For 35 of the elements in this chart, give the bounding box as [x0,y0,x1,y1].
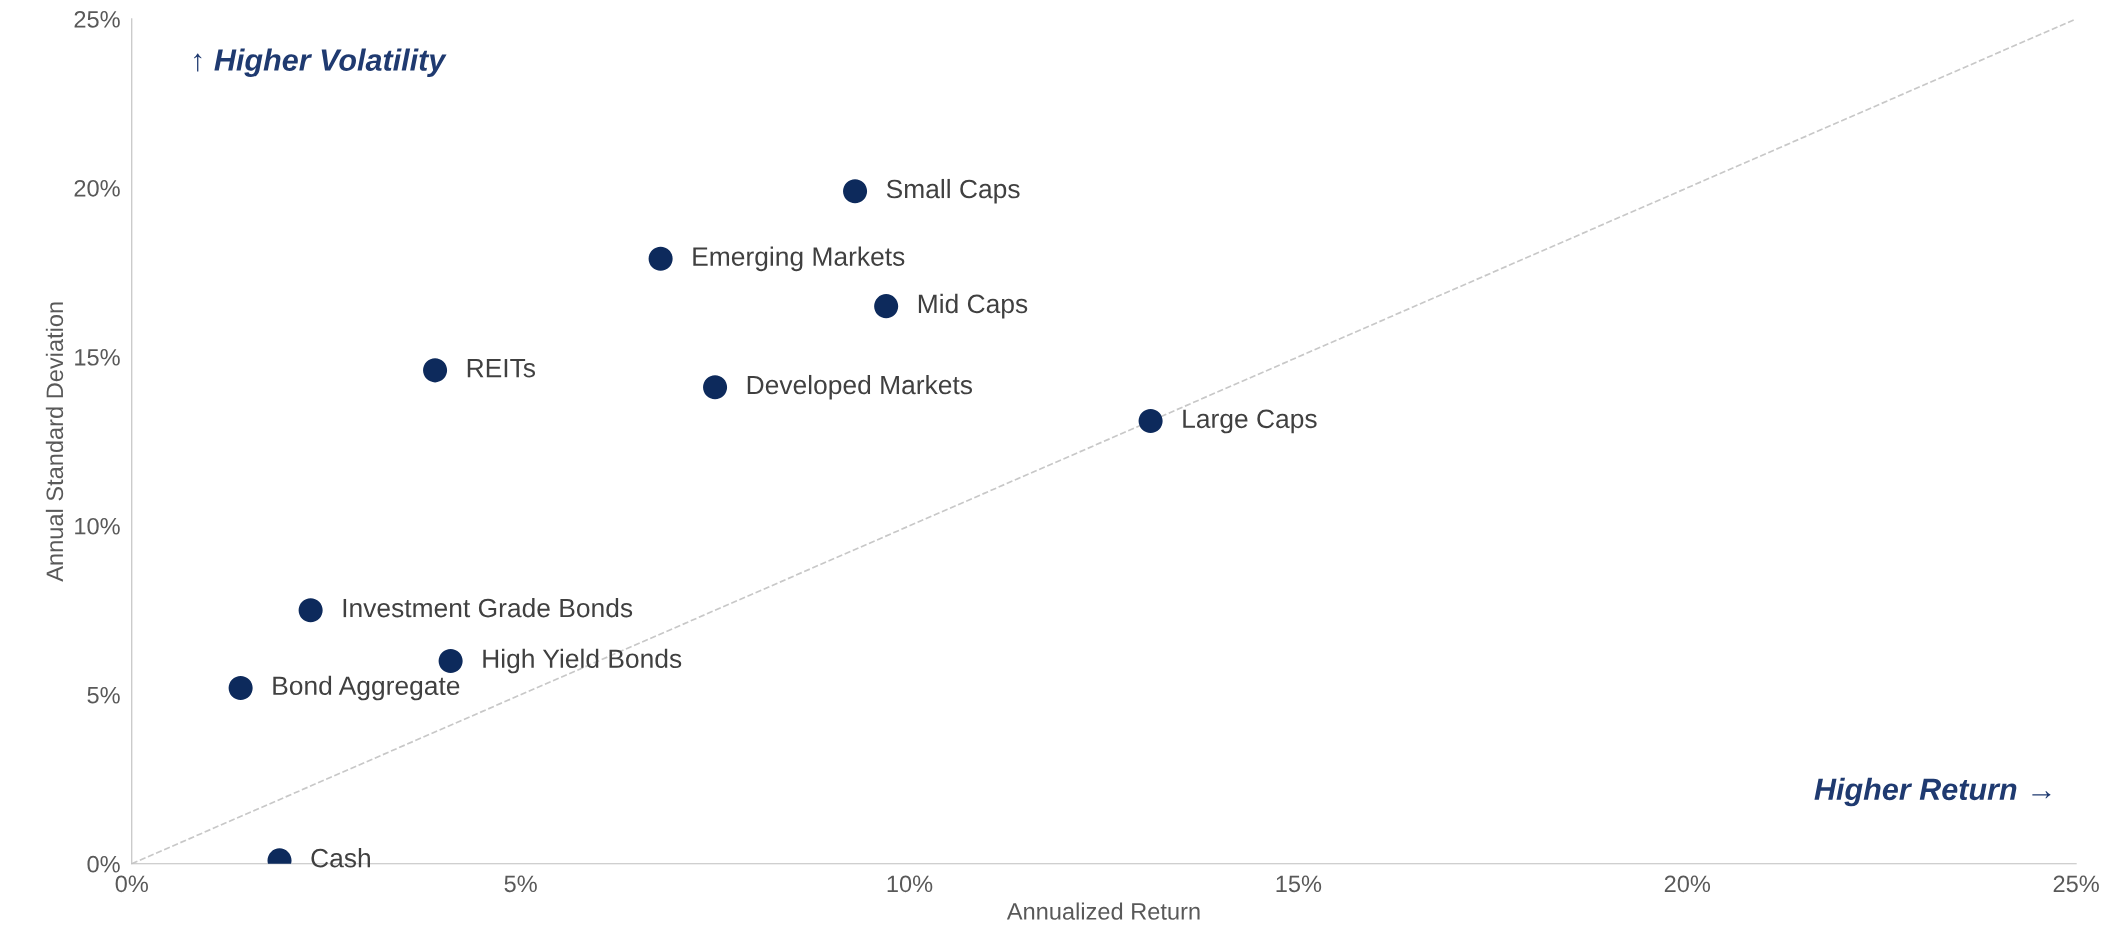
annotation: ↑ Higher Volatility [194,48,447,77]
annotation: Higher Return → [1814,777,2051,807]
x-axis-title: Annualized Return [1006,902,1200,920]
point [874,294,899,319]
x-tick-label: 20% [1664,875,1711,893]
y-tick-label: 15% [75,349,120,366]
annotation: Bond Aggregate [273,675,460,701]
annotation: Mid Caps [918,293,1028,319]
annotation: REITs [467,359,536,378]
point [703,375,728,400]
point [228,676,253,701]
point [843,179,868,204]
x-tick-label: 25% [2053,875,2099,893]
y-tick-label: 25% [74,10,120,28]
point [648,246,673,271]
annotation: Developed Markets [747,374,973,400]
point [1138,409,1163,434]
annotation: Small Caps [886,178,1020,204]
x-tick-label: 10% [887,875,933,893]
point [298,598,323,623]
y-tick-label: 5% [87,686,120,704]
y-tick-label: 0% [87,855,120,873]
annotation: Cash [311,848,370,868]
y-axis-title: Annual Standard Deviation [45,302,64,582]
annotation: High Yield Bonds [483,648,682,674]
x-tick-label: 0% [115,875,148,893]
annotation: Emerging Markets [693,246,905,272]
point [423,358,448,383]
x-tick-label: 15% [1276,875,1322,893]
y-tick-label: 10% [75,517,120,535]
point [438,648,463,674]
y-tick-label: 20% [74,179,120,197]
x-tick-label: 5% [504,875,537,893]
annotation: Investment Grade Bonds [343,598,633,618]
annotation: Large Caps [1183,409,1317,434]
